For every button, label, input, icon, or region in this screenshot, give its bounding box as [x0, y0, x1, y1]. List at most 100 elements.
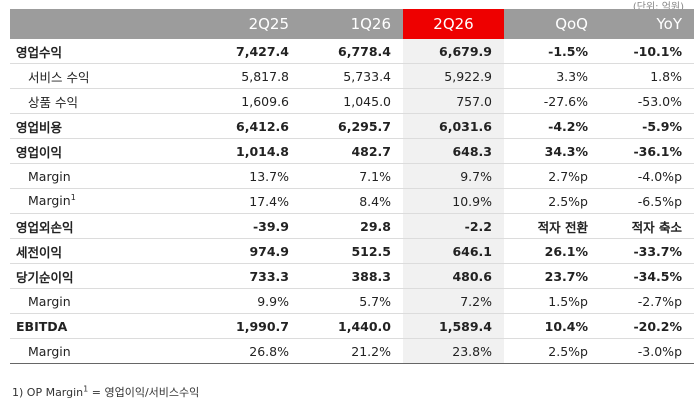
cell-qoq: 2.5%p: [504, 338, 600, 364]
header-col-2q26: 2Q26: [403, 9, 504, 39]
row-label: Margin: [10, 338, 200, 364]
cell-1q26: 5.7%: [301, 288, 403, 314]
cell-qoq: 1.5%p: [504, 288, 600, 314]
cell-yoy: -33.7%: [600, 238, 694, 264]
cell-1q26: 6,295.7: [301, 113, 403, 139]
cell-2q25: 1,990.7: [200, 313, 301, 339]
row-label: 세전이익: [10, 238, 200, 264]
cell-2q26: -2.2: [403, 213, 504, 239]
cell-2q26: 6,679.9: [403, 39, 504, 64]
cell-qoq: 적자 전환: [504, 213, 600, 239]
row-service-revenue: 서비스 수익 5,817.8 5,733.4 5,922.9 3.3% 1.8%: [10, 63, 694, 89]
cell-2q26: 10.9%: [403, 188, 504, 214]
header-col-1q26: 1Q26: [301, 9, 403, 39]
cell-yoy: 1.8%: [600, 63, 694, 89]
cell-yoy: -20.2%: [600, 313, 694, 339]
cell-2q25: 26.8%: [200, 338, 301, 364]
cell-2q25: 13.7%: [200, 163, 301, 189]
cell-2q25: 7,427.4: [200, 39, 301, 64]
footnote-sup: 1: [83, 384, 89, 394]
cell-2q26: 757.0: [403, 88, 504, 114]
row-label: Margin: [10, 163, 200, 189]
row-label: 영업수익: [10, 39, 200, 64]
cell-qoq: 26.1%: [504, 238, 600, 264]
row-label: 상품 수익: [10, 88, 200, 114]
footnote-suffix: = 영업이익/서비스수익: [88, 386, 200, 399]
cell-2q26: 23.8%: [403, 338, 504, 364]
cell-qoq: 2.5%p: [504, 188, 600, 214]
cell-2q25: 17.4%: [200, 188, 301, 214]
cell-qoq: 10.4%: [504, 313, 600, 339]
cell-2q25: 9.9%: [200, 288, 301, 314]
footnote: 1) OP Margin1 = 영업이익/서비스수익: [12, 384, 199, 400]
cell-2q25: 733.3: [200, 263, 301, 289]
cell-2q26: 6,031.6: [403, 113, 504, 139]
cell-2q26: 5,922.9: [403, 63, 504, 89]
cell-2q25: 1,609.6: [200, 88, 301, 114]
footnote-marker: 1: [70, 193, 76, 203]
cell-yoy: -36.1%: [600, 138, 694, 164]
cell-qoq: 23.7%: [504, 263, 600, 289]
cell-2q26: 1,589.4: [403, 313, 504, 339]
cell-qoq: 2.7%p: [504, 163, 600, 189]
header-corner: [10, 9, 200, 39]
row-label: 영업외손익: [10, 213, 200, 239]
cell-1q26: 388.3: [301, 263, 403, 289]
header-col-2q25: 2Q25: [200, 9, 301, 39]
cell-qoq: -4.2%: [504, 113, 600, 139]
cell-2q25: 974.9: [200, 238, 301, 264]
cell-2q26: 480.6: [403, 263, 504, 289]
row-pretax-income: 세전이익 974.9 512.5 646.1 26.1% -33.7%: [10, 238, 694, 264]
footnote-prefix: 1) OP Margin: [12, 386, 84, 399]
row-label: Margin1: [10, 188, 200, 214]
row-operating-margin: Margin 13.7% 7.1% 9.7% 2.7%p -4.0%p: [10, 163, 694, 189]
row-label-text: Margin: [28, 193, 71, 209]
cell-1q26: 5,733.4: [301, 63, 403, 89]
row-op-margin-footnoted: Margin1 17.4% 8.4% 10.9% 2.5%p -6.5%p: [10, 188, 694, 214]
cell-2q25: 1,014.8: [200, 138, 301, 164]
row-label: 영업이익: [10, 138, 200, 164]
cell-2q25: 5,817.8: [200, 63, 301, 89]
cell-yoy: -3.0%p: [600, 338, 694, 364]
cell-yoy: -34.5%: [600, 263, 694, 289]
cell-qoq: -27.6%: [504, 88, 600, 114]
cell-2q26: 648.3: [403, 138, 504, 164]
cell-qoq: 34.3%: [504, 138, 600, 164]
cell-qoq: 3.3%: [504, 63, 600, 89]
cell-1q26: 29.8: [301, 213, 403, 239]
cell-yoy: -53.0%: [600, 88, 694, 114]
row-non-operating: 영업외손익 -39.9 29.8 -2.2 적자 전환 적자 축소: [10, 213, 694, 239]
cell-1q26: 1,440.0: [301, 313, 403, 339]
cell-yoy: -2.7%p: [600, 288, 694, 314]
unit-note: (단위: 억원): [632, 2, 684, 13]
cell-1q26: 1,045.0: [301, 88, 403, 114]
cell-2q26: 7.2%: [403, 288, 504, 314]
cell-1q26: 6,778.4: [301, 39, 403, 64]
row-label: EBITDA: [10, 313, 200, 339]
cell-1q26: 7.1%: [301, 163, 403, 189]
cell-2q25: -39.9: [200, 213, 301, 239]
cell-2q26: 9.7%: [403, 163, 504, 189]
cell-yoy: -6.5%p: [600, 188, 694, 214]
header-col-qoq: QoQ: [504, 9, 600, 39]
cell-2q26: 646.1: [403, 238, 504, 264]
row-label: Margin: [10, 288, 200, 314]
cell-yoy: -5.9%: [600, 113, 694, 139]
cell-1q26: 482.7: [301, 138, 403, 164]
row-ebitda-margin: Margin 26.8% 21.2% 23.8% 2.5%p -3.0%p: [10, 338, 694, 364]
row-operating-income: 영업이익 1,014.8 482.7 648.3 34.3% -36.1%: [10, 138, 694, 164]
cell-yoy: -4.0%p: [600, 163, 694, 189]
row-label: 당기순이익: [10, 263, 200, 289]
row-net-income: 당기순이익 733.3 388.3 480.6 23.7% -34.5%: [10, 263, 694, 289]
row-operating-expense: 영업비용 6,412.6 6,295.7 6,031.6 -4.2% -5.9%: [10, 113, 694, 139]
cell-1q26: 512.5: [301, 238, 403, 264]
cell-2q25: 6,412.6: [200, 113, 301, 139]
cell-yoy: 적자 축소: [600, 213, 694, 239]
row-ebitda: EBITDA 1,990.7 1,440.0 1,589.4 10.4% -20…: [10, 313, 694, 339]
cell-1q26: 21.2%: [301, 338, 403, 364]
header-row: 2Q25 1Q26 2Q26 QoQ YoY: [10, 9, 694, 39]
row-net-margin: Margin 9.9% 5.7% 7.2% 1.5%p -2.7%p: [10, 288, 694, 314]
row-product-revenue: 상품 수익 1,609.6 1,045.0 757.0 -27.6% -53.0…: [10, 88, 694, 114]
cell-1q26: 8.4%: [301, 188, 403, 214]
cell-yoy: -10.1%: [600, 39, 694, 64]
